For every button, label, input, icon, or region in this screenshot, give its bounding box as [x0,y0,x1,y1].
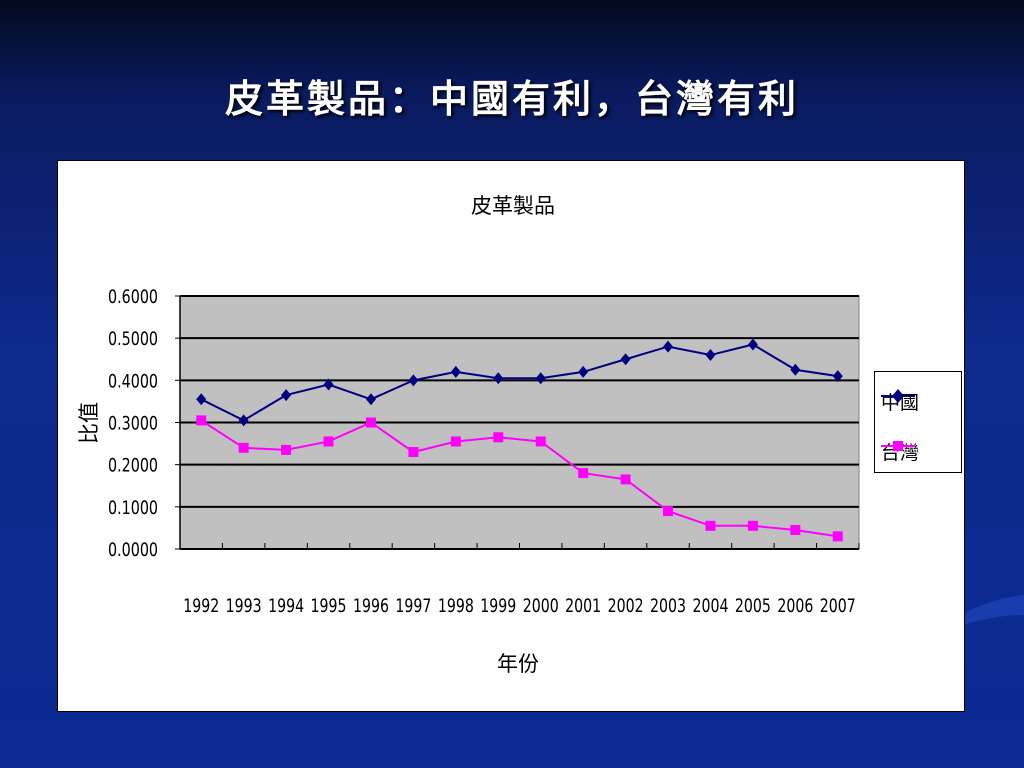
x-tick-label: 2007 [820,595,856,617]
y-tick-label: 0.3000 [108,413,158,435]
data-point [365,393,376,406]
data-point [620,474,631,485]
data-point [663,340,674,353]
line-chart: 皮革製品 比值 年份 0.0000 0.1000 0.2000 0.3000 0.400… [77,194,860,676]
data-point [578,365,589,378]
data-point [663,506,674,517]
data-point [832,531,843,542]
y-tick-label: 0.6000 [108,286,158,308]
y-tick-label: 0.4000 [108,370,158,392]
legend-item-china: 中國 [879,386,961,416]
x-tick-label: 1994 [268,595,304,617]
x-axis-label: 年份 [497,652,539,676]
data-point [535,372,546,385]
x-tick-label: 1998 [438,595,474,617]
x-tick-label: 2001 [565,595,601,617]
data-point [790,363,801,376]
y-tick-label: 0.2000 [108,455,158,477]
x-tick-label: 2003 [650,595,686,617]
chart-panel: 皮革製品 比值 年份 0.0000 0.1000 0.2000 0.3000 0.400… [57,160,965,712]
x-tick-label: 2000 [523,595,559,617]
legend-square-icon [881,441,915,451]
data-point [408,374,419,387]
data-point [323,378,334,391]
data-point [535,436,546,447]
data-point [493,372,504,385]
data-point [450,436,461,447]
x-tick-label: 2004 [692,595,728,617]
data-point [832,370,843,383]
data-point [705,520,716,531]
data-point [747,520,758,531]
data-point [747,338,758,351]
data-point [705,349,716,362]
slide-title: 皮革製品：中國有利，台灣有利 [224,77,799,121]
data-point [281,444,292,455]
data-point [323,436,334,447]
y-tick-label: 0.5000 [108,328,158,350]
x-tick-label: 1993 [226,595,262,617]
x-tick-label: 1996 [353,595,389,617]
data-point [238,414,249,427]
data-point [493,432,504,443]
data-point [365,417,376,428]
data-point [238,442,249,453]
data-point [450,365,461,378]
data-point [196,415,207,426]
data-point [281,389,292,402]
x-tick-label: 2005 [735,595,771,617]
chart-legend: 中國 台灣 [874,371,962,473]
y-tick-label: 0.1000 [108,497,158,519]
chart-title: 皮革製品 [471,194,555,218]
y-axis-label: 比值 [77,402,101,444]
data-point [578,468,589,479]
series-line-2 [200,419,838,538]
x-tick-label: 2002 [608,595,644,617]
x-tick-label: 2006 [777,595,813,617]
legend-item-taiwan: 台灣 [879,436,961,466]
x-tick-label: 1992 [183,595,219,617]
data-point [408,447,419,458]
legend-diamond-icon [881,389,915,403]
plot-area: 0.0000 0.1000 0.2000 0.3000 0.4000 0.5000 0.60… [108,286,860,617]
x-tick-label: 1999 [480,595,516,617]
data-point [620,353,631,366]
y-tick-label: 0.0000 [108,539,158,561]
x-tick-label: 1995 [311,595,347,617]
data-point [196,393,207,406]
data-point [790,525,801,536]
x-tick-label: 1997 [395,595,431,617]
series-line-1 [200,343,838,422]
